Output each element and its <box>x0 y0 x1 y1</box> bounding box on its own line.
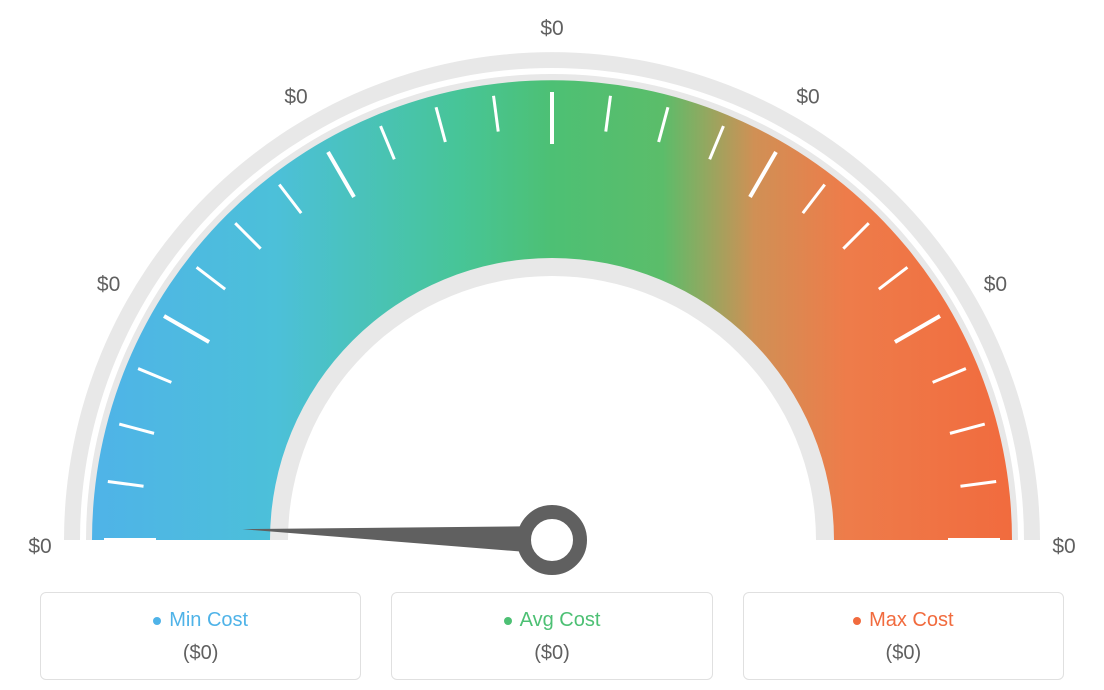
legend-title-min: Min Cost <box>153 609 248 632</box>
gauge-color-arc <box>92 80 1012 540</box>
gauge-tick-label: $0 <box>1052 535 1075 558</box>
dot-icon <box>853 617 861 625</box>
legend-label: Avg Cost <box>520 609 601 632</box>
dot-icon <box>504 617 512 625</box>
legend-label: Max Cost <box>869 609 953 632</box>
legend-value: ($0) <box>51 642 350 665</box>
legend-title-avg: Avg Cost <box>504 609 601 632</box>
gauge-tick-label: $0 <box>97 273 120 296</box>
gauge-needle <box>242 526 552 554</box>
legend-card-max: Max Cost ($0) <box>743 592 1064 680</box>
gauge-needle-hub <box>524 512 580 568</box>
legend-card-avg: Avg Cost ($0) <box>391 592 712 680</box>
gauge-tick-label: $0 <box>284 86 307 109</box>
gauge-tick-label: $0 <box>796 86 819 109</box>
legend-row: Min Cost ($0) Avg Cost ($0) Max Cost ($0… <box>40 592 1064 680</box>
legend-label: Min Cost <box>169 609 248 632</box>
gauge-tick-label: $0 <box>28 535 51 558</box>
gauge-svg: $0 $0 $0 $0 $0 $0 $0 <box>0 0 1104 576</box>
legend-card-min: Min Cost ($0) <box>40 592 361 680</box>
legend-value: ($0) <box>754 642 1053 665</box>
dot-icon <box>153 617 161 625</box>
legend-value: ($0) <box>402 642 701 665</box>
gauge-tick-label: $0 <box>984 273 1007 296</box>
gauge-tick-label: $0 <box>540 17 563 40</box>
legend-title-max: Max Cost <box>853 609 953 632</box>
gauge-chart: $0 $0 $0 $0 $0 $0 $0 Min Cost ($0) Avg Cost ($… <box>0 0 1104 690</box>
